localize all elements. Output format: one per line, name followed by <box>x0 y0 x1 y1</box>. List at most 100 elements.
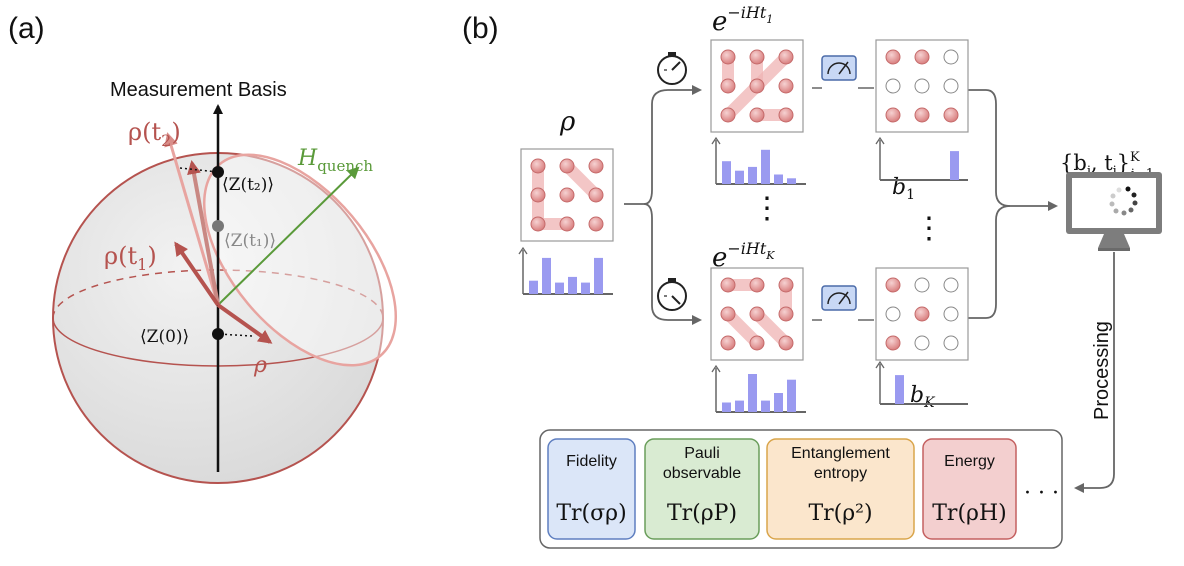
stopwatch-icon-top <box>657 52 687 85</box>
hist-bar <box>568 276 577 294</box>
initial-rho-label: ρ <box>559 107 576 137</box>
atom-ground <box>943 306 959 322</box>
hist-bar <box>542 257 551 294</box>
estimator-formula: Tr(ρP) <box>667 501 737 526</box>
atom-ground <box>885 78 901 94</box>
atom-excited <box>749 49 765 65</box>
hist-bar <box>950 151 959 180</box>
atom-ground <box>914 335 930 351</box>
hist-bar <box>722 402 731 412</box>
atom-excited <box>749 107 765 123</box>
b1-histogram <box>875 136 968 181</box>
measurement-meter-icon-bottom <box>821 285 857 311</box>
evolved-lattice-top <box>710 39 804 133</box>
bk-label: bK <box>910 383 936 411</box>
atom-excited <box>530 158 546 174</box>
rho-t2-vector <box>187 160 220 306</box>
rho-t2-faint-vector <box>164 132 220 306</box>
atom-excited <box>588 158 604 174</box>
atom-excited <box>720 107 736 123</box>
z-t2-label: ⟨Z(t₂)⟩ <box>222 175 274 195</box>
rho-t2-label: ρ(t2) <box>128 118 181 150</box>
measurement-basis-title: Measurement Basis <box>110 79 287 101</box>
atom-ground <box>943 335 959 351</box>
evolved-histogram-bottom <box>711 364 806 413</box>
hist-bar <box>761 400 770 412</box>
branch-arrow-bottom <box>643 203 702 325</box>
atom-excited <box>720 49 736 65</box>
atom-excited <box>914 107 930 123</box>
h-quench-label: Hquench <box>297 146 373 175</box>
b1-label: b1 <box>892 175 915 203</box>
merge-arrow-top <box>968 89 1058 211</box>
estimator-title: Energy <box>944 453 995 470</box>
estimators-container <box>539 429 1063 549</box>
measured-lattice-top <box>875 39 969 133</box>
atom-excited <box>530 216 546 232</box>
atom-excited <box>588 216 604 232</box>
evolved-histogram-top <box>711 136 806 185</box>
initial-state-histogram <box>518 246 613 295</box>
measurement-meter-icon-top <box>821 55 857 81</box>
atom-ground <box>914 277 930 293</box>
loading-spinner-icon <box>1109 186 1138 216</box>
hist-bar <box>895 375 904 404</box>
hist-bar <box>748 374 757 412</box>
rho-vector <box>216 303 273 344</box>
computer-monitor-icon <box>1066 172 1162 251</box>
hist-bar <box>581 282 590 294</box>
estimator-subtitle: observable <box>663 465 741 482</box>
hist-bar <box>529 280 538 294</box>
equator-back <box>52 269 384 319</box>
hist-axis-arrow <box>875 360 885 369</box>
hist-bar <box>787 379 796 412</box>
atom-excited <box>885 277 901 293</box>
panel-a: (a) Measurement Basis Hquench ⟨Z(t₂)⟩ ⟨Z… <box>8 12 398 484</box>
hist-axis-arrow <box>518 246 528 255</box>
atom-excited <box>778 306 794 322</box>
atom-excited <box>749 335 765 351</box>
atom-excited <box>914 306 930 322</box>
atom-ground <box>914 78 930 94</box>
atom-excited <box>720 277 736 293</box>
atom-excited <box>885 335 901 351</box>
estimator-box: Fidelity Tr(σρ) <box>547 438 636 540</box>
branch-arrow-top <box>624 85 702 205</box>
rho-label: ρ <box>253 353 267 378</box>
proj-t2 <box>179 167 219 173</box>
atom-ground <box>885 306 901 322</box>
stopwatch-icon-bottom <box>657 278 687 311</box>
hist-bar <box>735 170 744 184</box>
processing-arrow <box>1074 252 1115 493</box>
atom-excited <box>530 187 546 203</box>
hist-bar <box>787 178 796 184</box>
estimator-formula: Tr(ρ²) <box>808 501 872 526</box>
estimator-box: Entanglement entropy Tr(ρ²) <box>766 438 915 540</box>
atom-ground <box>943 78 959 94</box>
estimator-box-bg <box>644 438 760 540</box>
hist-bar <box>722 161 731 184</box>
z-t1-label: ⟨Z(t₁)⟩ <box>224 231 276 251</box>
hist-axis-arrow <box>875 136 885 145</box>
rho-t1-vector <box>174 241 220 307</box>
hist-bar <box>761 149 770 184</box>
atom-excited <box>588 187 604 203</box>
estimator-box: Energy Tr(ρH) <box>922 438 1017 540</box>
z-0-dot <box>212 328 224 340</box>
estimator-title: Pauli <box>684 445 720 462</box>
hist-axis-arrow <box>711 136 721 145</box>
atom-excited <box>778 49 794 65</box>
rho-t1-label: ρ(t1) <box>104 242 157 274</box>
estimator-subtitle: entropy <box>814 465 867 482</box>
hist-axis-arrow <box>711 364 721 373</box>
atom-ground <box>943 49 959 65</box>
hist-bar <box>594 257 603 294</box>
atom-excited <box>749 78 765 94</box>
estimator-formula: Tr(ρH) <box>932 501 1006 526</box>
hist-bar <box>555 282 564 294</box>
atom-excited <box>943 107 959 123</box>
atom-excited <box>720 335 736 351</box>
evolution-bottom-label: e−iHtK <box>712 239 775 273</box>
bk-histogram <box>875 360 968 405</box>
